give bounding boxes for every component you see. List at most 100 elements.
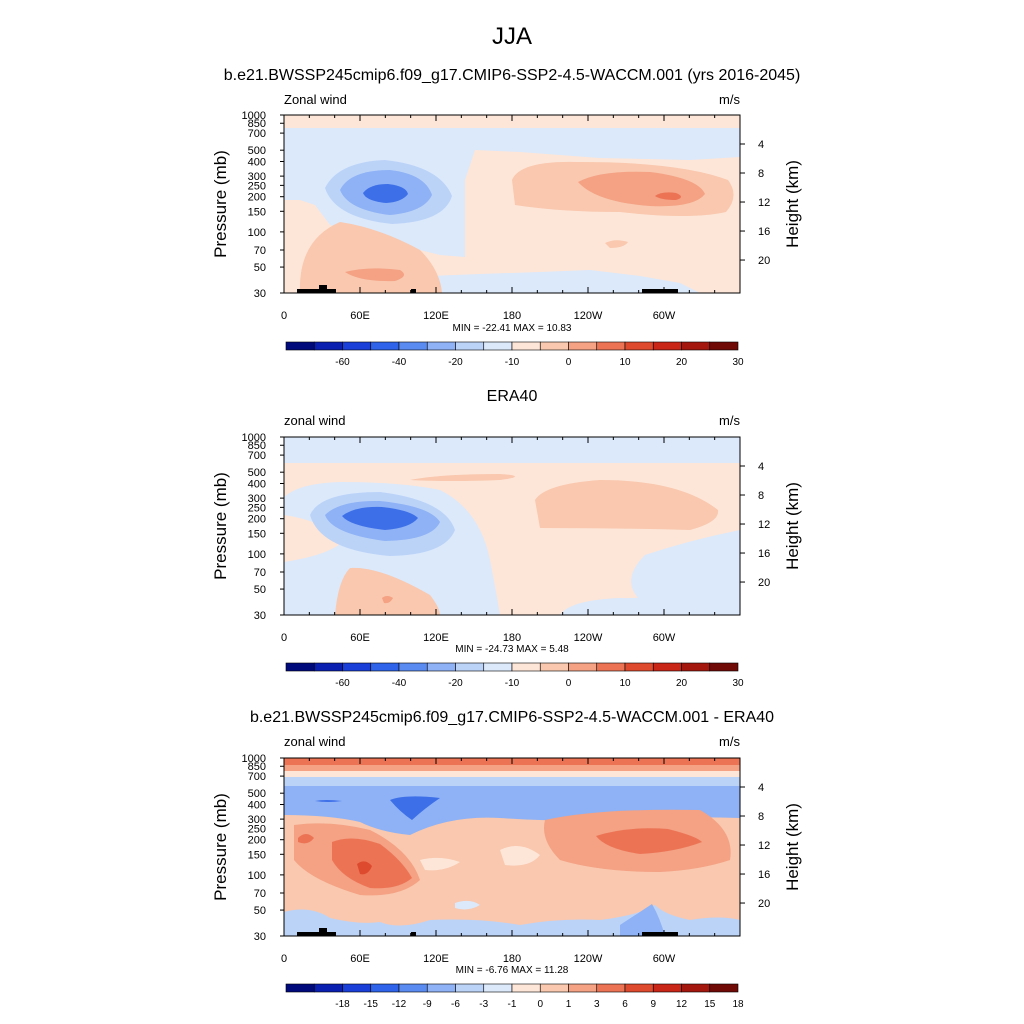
contour-pos-5 bbox=[535, 480, 719, 530]
contour-top-pos2 bbox=[284, 765, 740, 771]
x-tick-label: 120E bbox=[423, 632, 449, 644]
colorbar-label: -20 bbox=[448, 678, 463, 689]
y-axis-title: Pressure (mb) bbox=[211, 472, 230, 580]
colorbar-box bbox=[539, 662, 569, 672]
colorbar-label: 10 bbox=[619, 678, 631, 689]
x-tick-label: 60E bbox=[350, 953, 370, 965]
colorbar-box bbox=[624, 662, 654, 672]
panel-title: b.e21.BWSSP245cmip6.f09_g17.CMIP6-SSP2-4… bbox=[250, 709, 774, 726]
x-tick-label: 60W bbox=[653, 310, 676, 322]
y-tick-label: 400 bbox=[248, 800, 266, 812]
colorbar-label: 30 bbox=[732, 357, 744, 368]
y-tick-label: 300 bbox=[248, 814, 266, 826]
y-tick-label: 70 bbox=[254, 245, 266, 257]
contour-pos-low-core bbox=[345, 268, 404, 282]
colorbar-label: -60 bbox=[335, 678, 350, 689]
contour-neg-20 bbox=[342, 506, 418, 530]
x-tick-label: 60E bbox=[350, 632, 370, 644]
colorbar-box bbox=[342, 662, 372, 672]
colorbar-label: 20 bbox=[676, 678, 688, 689]
colorbar-box bbox=[398, 662, 428, 672]
colorbar-box bbox=[511, 983, 541, 993]
x-tick-label: 60W bbox=[653, 953, 676, 965]
colorbar-box bbox=[455, 983, 485, 993]
height-tick-label: 8 bbox=[758, 811, 764, 823]
contour-pos-low bbox=[299, 222, 442, 293]
colorbar-label: 0 bbox=[566, 678, 572, 689]
height-tick-label: 20 bbox=[758, 898, 770, 910]
contour-field bbox=[284, 437, 740, 615]
x-tick-label: 180 bbox=[503, 953, 521, 965]
y-axis-title: Pressure (mb) bbox=[211, 793, 230, 901]
panel-diff: b.e21.BWSSP245cmip6.f09_g17.CMIP6-SSP2-4… bbox=[211, 709, 802, 1010]
height-tick-label: 12 bbox=[758, 197, 770, 209]
colorbar-box bbox=[342, 983, 372, 993]
contour-neutral-patch2 bbox=[420, 857, 460, 871]
colorbar-box bbox=[709, 341, 739, 351]
y-tick-label: 70 bbox=[254, 888, 266, 900]
colorbar-label: -9 bbox=[423, 999, 432, 1010]
minmax-stats: MIN = -6.76 MAX = 11.28 bbox=[456, 965, 569, 976]
height-tick-label: 12 bbox=[758, 840, 770, 852]
colorbar: -18 -15 -12 -9 -6 -3 -1 0 1 3 6 9 12 15 18 bbox=[285, 983, 744, 1010]
colorbar-box bbox=[483, 983, 513, 993]
y-tick-label: 400 bbox=[248, 479, 266, 491]
colorbar-box bbox=[426, 983, 456, 993]
height-tick-label: 8 bbox=[758, 490, 764, 502]
colorbar-label: -60 bbox=[335, 357, 350, 368]
y-tick-label: 250 bbox=[248, 180, 266, 192]
colorbar-label: -40 bbox=[392, 678, 407, 689]
height-tick-label: 16 bbox=[758, 226, 770, 238]
units-label: m/s bbox=[719, 92, 740, 107]
colorbar-box bbox=[596, 341, 626, 351]
x-tick-label: 120W bbox=[574, 310, 603, 322]
contour-pos-low-core bbox=[382, 596, 393, 604]
y-tick-label: 250 bbox=[248, 823, 266, 835]
y-tick-label: 1000 bbox=[242, 110, 266, 122]
height-tick-label: 8 bbox=[758, 168, 764, 180]
contour-neg-right bbox=[631, 530, 740, 615]
height-tick-label: 4 bbox=[758, 139, 764, 151]
colorbar-label: 0 bbox=[537, 999, 543, 1010]
x-tick-label: 180 bbox=[503, 632, 521, 644]
left-label: zonal wind bbox=[284, 413, 345, 428]
colorbar: -60 -40 -20 -10 0 10 20 30 bbox=[285, 662, 744, 689]
y-tick-label: 70 bbox=[254, 567, 266, 579]
x-tick-label: 0 bbox=[281, 632, 287, 644]
y-tick-label: 300 bbox=[248, 171, 266, 183]
y-tick-label: 700 bbox=[248, 450, 266, 462]
colorbar-label: -18 bbox=[335, 999, 350, 1010]
y-tick-label: 50 bbox=[254, 905, 266, 917]
y-axis-title: Pressure (mb) bbox=[211, 150, 230, 258]
y-axis-title-right: Height (km) bbox=[783, 160, 802, 248]
colorbar-box bbox=[596, 983, 626, 993]
colorbar-label: 10 bbox=[619, 357, 631, 368]
y-tick-label: 500 bbox=[248, 467, 266, 479]
colorbar-label: -6 bbox=[451, 999, 460, 1010]
y-tick-label: 250 bbox=[248, 502, 266, 514]
colorbar-label: 30 bbox=[732, 678, 744, 689]
contour-neg-core bbox=[390, 796, 440, 820]
contour-pos-core-spot2 bbox=[357, 861, 372, 875]
left-label: zonal wind bbox=[284, 734, 345, 749]
panel-model: b.e21.BWSSP245cmip6.f09_g17.CMIP6-SSP2-4… bbox=[211, 67, 802, 368]
colorbar-box bbox=[652, 983, 682, 993]
height-tick-label: 4 bbox=[758, 461, 764, 473]
colorbar-label: -10 bbox=[505, 357, 520, 368]
contour-pos-dot2 bbox=[298, 834, 314, 844]
colorbar-box bbox=[681, 341, 711, 351]
colorbar-label: 12 bbox=[676, 999, 688, 1010]
colorbar-box bbox=[511, 662, 541, 672]
panel-obs: ERA40 zonal wind m/s 0 60E 120E 180 120W 60W 3… bbox=[211, 388, 802, 689]
colorbar-box bbox=[652, 341, 682, 351]
colorbar-box bbox=[398, 983, 428, 993]
colorbar-box bbox=[681, 662, 711, 672]
y-tick-label: 200 bbox=[248, 514, 266, 526]
panel-title: b.e21.BWSSP245cmip6.f09_g17.CMIP6-SSP2-4… bbox=[224, 67, 801, 84]
colorbar-box bbox=[426, 341, 456, 351]
colorbar-box bbox=[483, 341, 513, 351]
contour-pos-core-right2 bbox=[596, 828, 702, 854]
